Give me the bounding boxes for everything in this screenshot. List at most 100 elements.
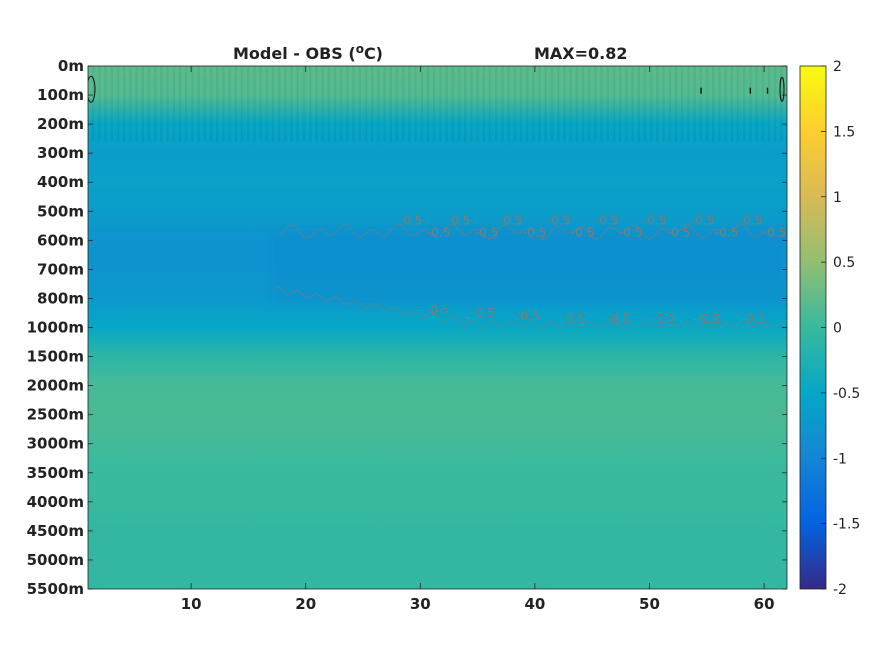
stripe <box>228 66 231 142</box>
stripe <box>606 66 609 142</box>
stripe <box>625 66 628 142</box>
stripe <box>532 66 535 142</box>
x-axis: 10 20 30 40 50 60 <box>181 66 775 613</box>
y-tick-label: 600m <box>37 231 84 249</box>
stripe <box>240 66 244 142</box>
stripe <box>110 66 113 142</box>
stripe <box>581 66 585 142</box>
x-tick-label: 20 <box>295 595 316 613</box>
colorbar-tick-label: 1 <box>833 190 842 206</box>
contour-lower <box>276 286 785 329</box>
contour-label: 0.5 <box>451 213 470 227</box>
stripe <box>699 66 702 142</box>
contour-label: -0.5 <box>561 312 584 326</box>
stripe <box>383 66 386 142</box>
contour-upper <box>276 223 786 240</box>
contour-labels: 0.5-0.50.5-0.5-0.5-0.5-0.5-0.5-0.5-0.5-0… <box>403 213 786 326</box>
stripe <box>687 66 690 142</box>
stripe <box>495 66 498 142</box>
stripe <box>247 66 250 142</box>
stripe <box>668 66 671 142</box>
stripe <box>488 66 492 142</box>
stripe <box>451 66 454 142</box>
stripe <box>600 66 603 142</box>
stripe <box>761 66 764 142</box>
stripe <box>439 66 442 142</box>
stripe <box>656 66 659 142</box>
x-tick-label: 40 <box>524 595 545 613</box>
contour-loop-right <box>779 76 785 102</box>
colorbar-tick-label: 2 <box>833 59 842 75</box>
contour-label: -0.5 <box>471 306 494 320</box>
contour-label: -0.5 <box>652 312 675 326</box>
stripe <box>265 66 268 142</box>
y-tick-label: 4500m <box>27 522 84 540</box>
stripe <box>563 66 566 142</box>
stripe <box>538 66 541 142</box>
stripe <box>234 66 237 142</box>
stripe <box>588 66 591 142</box>
colorbar-tick-label: 0.5 <box>833 255 855 271</box>
colorbar-ticks: 2 1.5 1 0.5 0 -0.5 -1 -1.5 -2 <box>821 59 860 598</box>
stripe <box>662 66 665 142</box>
stripe <box>185 66 188 142</box>
stripe <box>643 66 647 142</box>
y-tick-label: 4000m <box>27 493 84 511</box>
contour-label: -0.5 <box>571 225 594 239</box>
stripe <box>278 66 281 142</box>
stripe <box>315 66 318 142</box>
stripe <box>420 66 423 142</box>
stripe <box>550 66 554 142</box>
stripe <box>309 66 312 142</box>
stripe <box>507 66 510 142</box>
stripe <box>346 66 349 142</box>
stripe <box>135 66 138 142</box>
contour-label: -0.5 <box>499 213 522 227</box>
stripe <box>445 66 448 142</box>
colorbar-tick-label: 0 <box>833 321 842 337</box>
contour-loop-left <box>88 75 96 103</box>
y-tick-label: 300m <box>37 144 84 162</box>
stripe <box>123 66 126 142</box>
stripe <box>569 66 572 142</box>
contour-label: 0.5 <box>403 213 422 227</box>
stripe <box>302 66 306 142</box>
x-tick-label: 50 <box>639 595 660 613</box>
y-tick-label: 0m <box>58 57 84 75</box>
y-tick-label: 400m <box>37 173 84 191</box>
contour-label: -0.5 <box>643 213 666 227</box>
contour-label: -0.5 <box>475 225 498 239</box>
stripe <box>526 66 529 142</box>
contour-label: -0.5 <box>715 225 738 239</box>
stripe <box>389 66 392 142</box>
colorbar-tick-label: -0.5 <box>833 386 860 402</box>
stripe <box>619 66 622 142</box>
colorbar-tick-label: -1 <box>833 451 847 467</box>
x-tick-label: 60 <box>754 595 775 613</box>
stripe <box>575 66 578 142</box>
stripe <box>650 66 653 142</box>
contour-label: -0.5 <box>667 225 690 239</box>
stripe <box>358 66 361 142</box>
stripe <box>693 66 696 142</box>
stripe <box>743 66 746 142</box>
stripe <box>290 66 293 142</box>
stripe <box>736 66 740 142</box>
y-tick-label: 3500m <box>27 464 84 482</box>
stripe <box>767 66 771 142</box>
stripe <box>327 66 330 142</box>
contour-label: -0.5 <box>739 213 762 227</box>
contour-label: -0.5 <box>742 312 765 326</box>
heatmap-field <box>88 66 787 589</box>
stripe <box>724 66 727 142</box>
x-tick-label: 10 <box>181 595 202 613</box>
contour-label: -0.5 <box>595 213 618 227</box>
contour-label: -0.5 <box>547 213 570 227</box>
stripe <box>730 66 733 142</box>
stripe <box>371 66 374 142</box>
max-value-label: MAX=0.82 <box>534 44 628 63</box>
stripe <box>296 66 299 142</box>
contour-label: -0.5 <box>523 225 546 239</box>
x-tick-label: 30 <box>410 595 431 613</box>
